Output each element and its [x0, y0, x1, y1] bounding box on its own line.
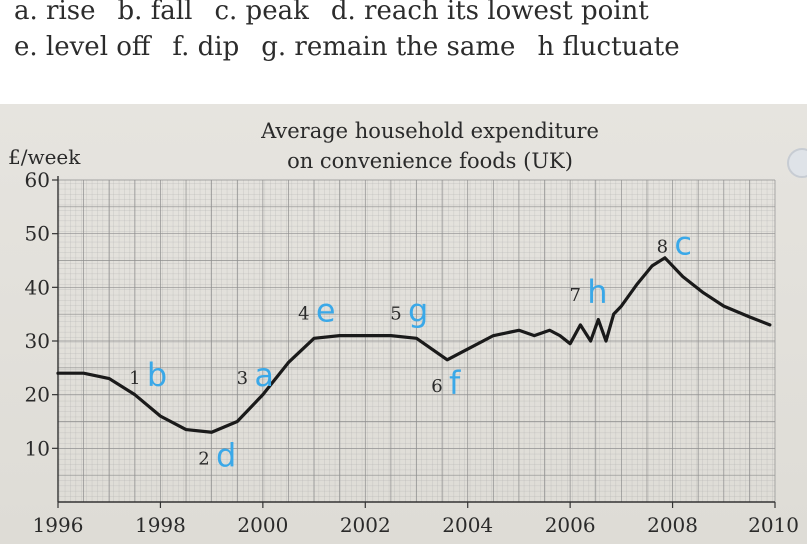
- vocab-item-2-3: h fluctuate: [537, 32, 680, 62]
- vocab-item-2-2: g. remain the same: [261, 32, 516, 62]
- x-tick-label: 2006: [545, 513, 596, 537]
- annotation-number-2: 2: [198, 448, 209, 469]
- x-tick-label: 2002: [340, 513, 391, 537]
- series-line-0: [56, 256, 772, 434]
- annotation-answer-4: e: [316, 292, 336, 330]
- y-tick-label: 30: [25, 329, 50, 353]
- y-axis-label: £/week: [8, 145, 81, 169]
- annotation-number-5: 5: [390, 304, 401, 325]
- annotation-number-7: 7: [570, 285, 581, 306]
- y-tick-label: 60: [25, 168, 50, 192]
- vocab-item-2-0: e. level off: [14, 32, 151, 62]
- chart-annotations: 1 b 2 d 3 a 4 e 5 g 6 f 7 h 8 c: [129, 224, 692, 474]
- y-tick-label: 40: [25, 275, 50, 299]
- vocab-item-1-2: c. peak: [214, 0, 309, 26]
- annotation-number-8: 8: [657, 236, 668, 257]
- vocabulary-line-1: a. rise b. fall c. peak d. reach its lowest…: [14, 0, 671, 26]
- chart-title-line-1: Average household expenditure: [260, 119, 599, 143]
- y-tick-label: 20: [25, 383, 50, 407]
- annotation-answer-3: a: [254, 356, 274, 394]
- side-scroll-handle-icon: [787, 148, 807, 178]
- chart-series: [56, 256, 772, 434]
- annotation-answer-6: f: [449, 364, 461, 402]
- y-tick-label: 10: [25, 436, 50, 460]
- textbook-chart-photo: 10 20 30 40 50 60 1996 1998 2000 2002 2004 2006 2008…: [0, 104, 807, 544]
- annotation-number-1: 1: [129, 368, 140, 389]
- annotation-answer-5: g: [408, 292, 428, 330]
- annotation-answer-8: c: [674, 224, 692, 262]
- x-tick-label: 2004: [442, 513, 493, 537]
- line-chart: 10 20 30 40 50 60 1996 1998 2000 2002 2004 2006 2008…: [8, 119, 799, 537]
- y-tick-label: 50: [25, 222, 50, 246]
- chart-title-line-2: on convenience foods (UK): [287, 149, 573, 173]
- annotation-number-3: 3: [237, 368, 248, 389]
- vocab-item-1-3: d. reach its lowest point: [330, 0, 649, 26]
- x-tick-label: 1998: [135, 513, 186, 537]
- x-tick-label: 2010: [748, 513, 799, 537]
- annotation-answer-7: h: [587, 273, 607, 311]
- vocab-item-2-1: f. dip: [172, 32, 240, 62]
- annotation-number-4: 4: [298, 304, 309, 325]
- x-tick-label: 2008: [647, 513, 698, 537]
- vocabulary-line-2: e. level off f. dip g. remain the same h fl…: [14, 32, 702, 62]
- annotation-answer-2: d: [216, 436, 236, 474]
- annotation-answer-1: b: [147, 356, 167, 394]
- annotation-number-6: 6: [431, 376, 442, 397]
- chart-grid: [57, 179, 776, 503]
- x-tick-label: 2000: [237, 513, 288, 537]
- vocab-item-1-1: b. fall: [117, 0, 193, 26]
- chart-axes: 10 20 30 40 50 60 1996 1998 2000 2002 2004 2006 2008…: [25, 168, 799, 537]
- vocab-item-1-0: a. rise: [14, 0, 96, 26]
- x-tick-label: 1996: [33, 513, 84, 537]
